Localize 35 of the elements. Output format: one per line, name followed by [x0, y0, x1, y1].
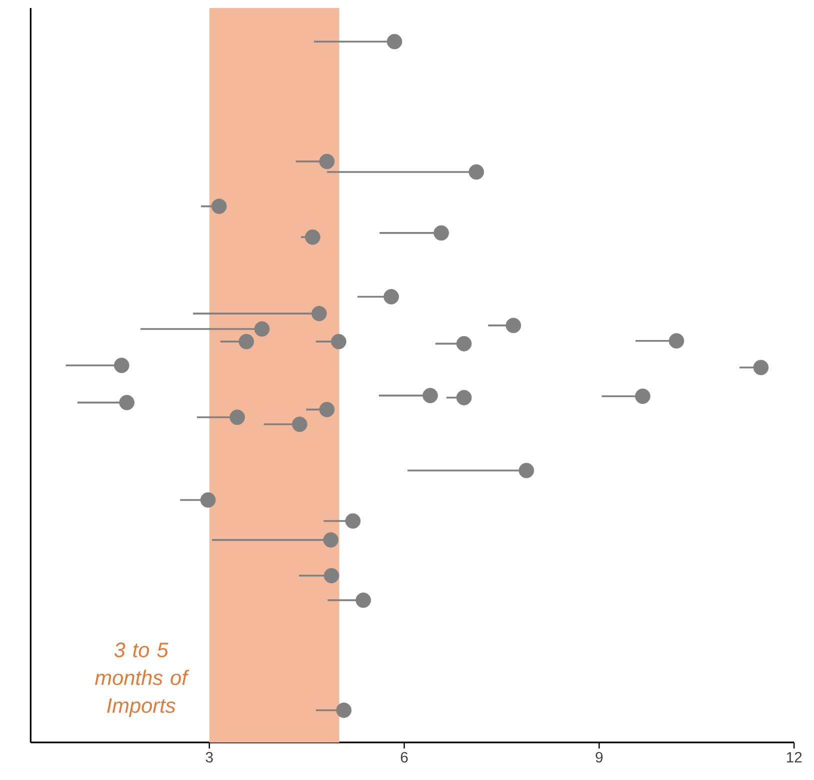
point [506, 318, 522, 333]
x-tick-label: 9 [596, 752, 603, 762]
point [114, 358, 130, 373]
point [753, 360, 769, 376]
point [456, 390, 472, 406]
point [324, 568, 340, 584]
x-tick-label: 12 [786, 752, 802, 762]
point [211, 198, 227, 214]
point [319, 154, 335, 169]
x-tick-label: 6 [400, 752, 408, 762]
point [384, 288, 399, 304]
point [668, 333, 684, 348]
x-tick-label: 3 [206, 752, 213, 762]
point [238, 334, 254, 350]
point [311, 306, 327, 322]
point [323, 532, 339, 548]
point [254, 321, 270, 336]
point [434, 225, 449, 240]
point [456, 336, 472, 352]
point [345, 513, 361, 529]
point [635, 388, 650, 404]
point [518, 462, 534, 478]
point [319, 402, 335, 418]
point [336, 702, 352, 718]
point [330, 334, 346, 350]
point [230, 409, 245, 425]
point [119, 394, 134, 410]
point [468, 164, 484, 180]
point [422, 388, 438, 404]
point [292, 416, 308, 432]
point [200, 492, 216, 508]
point [356, 592, 371, 608]
point [304, 229, 320, 245]
point [386, 34, 402, 50]
band-label: 3 to 5 months of Imports [95, 642, 190, 717]
